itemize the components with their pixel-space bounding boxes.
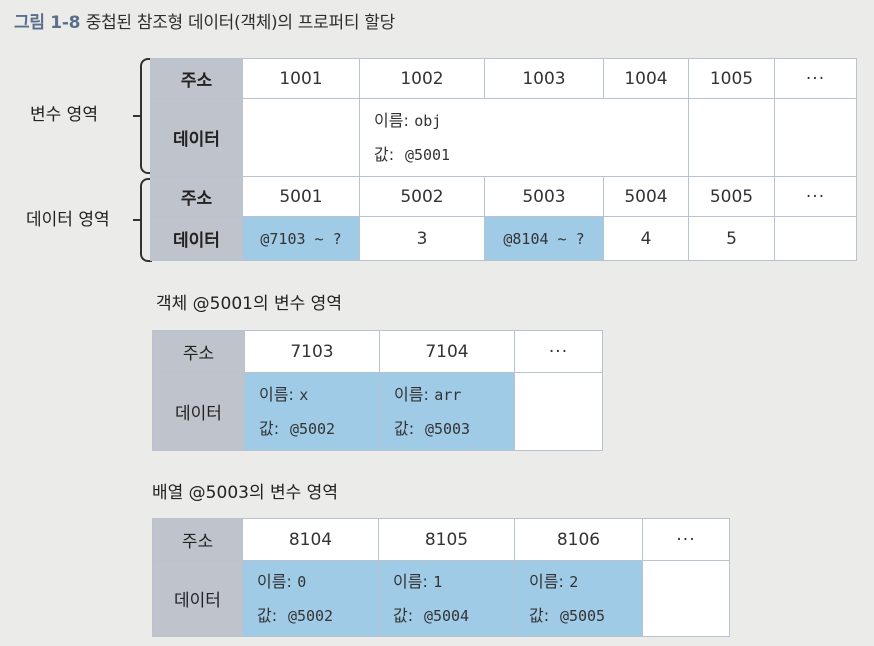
name-key: 이름: <box>259 384 294 404</box>
entry-name: 0 <box>297 572 307 591</box>
value-key: 값: <box>529 605 550 625</box>
entry-value: @5005 <box>559 606 606 625</box>
value-key: 값: <box>394 418 415 438</box>
data-address-ellipsis: ··· <box>774 176 857 217</box>
figure-caption: 그림 1-8 중첩된 참조형 데이터(객체)의 프로퍼티 할당 <box>14 8 395 33</box>
obj-section-title: 객체 @5001의 변수 영역 <box>156 294 342 314</box>
value-key: 값: <box>257 605 278 625</box>
obj-entry-cell: 이름: x 값: @5002 <box>244 372 380 451</box>
data-value-cell: 4 <box>603 216 689 261</box>
arr-entry-cell: 이름: 0 값: @5002 <box>242 560 379 637</box>
obj-data-row: 데이터 이름: x 값: @5002 이름: arr 값: @5003 <box>152 372 603 451</box>
address-header: 주소 <box>152 330 245 373</box>
arr-section-title: 배열 @5003의 변수 영역 <box>152 483 338 503</box>
entry-name: 2 <box>569 572 579 591</box>
arr-entry-cell-empty <box>642 560 730 637</box>
entry-value: @5002 <box>289 419 336 438</box>
entry-value: @5004 <box>423 606 470 625</box>
address-header: 주소 <box>150 176 243 217</box>
data-header: 데이터 <box>152 560 243 637</box>
data-header: 데이터 <box>152 372 245 451</box>
var-address-cell: 1002 <box>359 58 485 99</box>
data-header: 데이터 <box>150 216 243 261</box>
variable-area-bracket <box>133 58 152 174</box>
arr-address-cell: 8104 <box>242 518 379 561</box>
data-address-cell: 5002 <box>359 176 485 217</box>
arr-address-row: 주소 8104 8105 8106 ··· <box>152 518 730 561</box>
var-data-cell-empty <box>242 98 360 177</box>
obj-entry-cell: 이름: arr 값: @5003 <box>379 372 515 451</box>
var-address-cell: 1001 <box>242 58 360 99</box>
var-data-row: 데이터 이름: obj 값: @5001 <box>150 98 857 177</box>
data-address-cell: 5003 <box>484 176 604 217</box>
obj-address-row: 주소 7103 7104 ··· <box>152 330 603 373</box>
value-key: 값: <box>393 605 414 625</box>
top-memory-table: 주소 1001 1002 1003 1004 1005 ··· 데이터 이름: … <box>150 58 857 261</box>
var-name: obj <box>414 111 442 130</box>
data-area-bracket <box>133 178 152 262</box>
obj-address-ellipsis: ··· <box>514 330 603 373</box>
name-key: 이름: <box>529 571 564 591</box>
var-address-row: 주소 1001 1002 1003 1004 1005 ··· <box>150 58 857 99</box>
entry-name: 1 <box>433 572 443 591</box>
var-value: @5001 <box>404 145 451 164</box>
data-address-row: 주소 5001 5002 5003 5004 5005 ··· <box>150 176 857 217</box>
var-address-cell: 1003 <box>484 58 604 99</box>
obj-memory-table: 주소 7103 7104 ··· 데이터 이름: x 값: @5002 이름: … <box>152 330 603 451</box>
arr-entry-cell: 이름: 2 값: @5005 <box>514 560 643 637</box>
address-header: 주소 <box>150 58 243 99</box>
data-area-label: 데이터 영역 <box>26 210 110 230</box>
entry-value: @5002 <box>287 606 334 625</box>
name-key: 이름: <box>257 571 292 591</box>
obj-entry-cell-empty <box>514 372 603 451</box>
variable-area-label: 변수 영역 <box>30 105 98 125</box>
arr-entry-cell: 이름: 1 값: @5004 <box>378 560 515 637</box>
data-value-row: 데이터 @7103 ~ ? 3 @8104 ~ ? 4 5 <box>150 216 857 261</box>
address-header: 주소 <box>152 518 243 561</box>
var-address-cell: 1004 <box>603 58 689 99</box>
data-value-cell-obj-ref: @7103 ~ ? <box>242 216 360 261</box>
var-address-ellipsis: ··· <box>774 58 857 99</box>
data-address-cell: 5001 <box>242 176 360 217</box>
data-value-cell: 3 <box>359 216 485 261</box>
entry-name: x <box>299 385 309 404</box>
arr-address-cell: 8106 <box>514 518 643 561</box>
data-address-cell: 5005 <box>688 176 775 217</box>
var-data-cell-empty <box>688 98 775 177</box>
arr-memory-table: 주소 8104 8105 8106 ··· 데이터 이름: 0 값: @5002… <box>152 518 730 637</box>
data-address-cell: 5004 <box>603 176 689 217</box>
name-key: 이름: <box>394 384 429 404</box>
name-key: 이름: <box>374 110 409 130</box>
value-key: 값: <box>259 418 280 438</box>
data-value-cell: 5 <box>688 216 775 261</box>
arr-data-row: 데이터 이름: 0 값: @5002 이름: 1 값: @5004 이름: 2 … <box>152 560 730 637</box>
arr-address-cell: 8105 <box>378 518 515 561</box>
value-key: 값: <box>374 144 395 164</box>
var-address-cell: 1005 <box>688 58 775 99</box>
var-data-cell-obj: 이름: obj 값: @5001 <box>359 98 689 177</box>
figure-number: 그림 1-8 <box>14 13 81 33</box>
data-value-cell-empty <box>774 216 857 261</box>
figure-title: 중첩된 참조형 데이터(객체)의 프로퍼티 할당 <box>85 13 396 33</box>
arr-address-ellipsis: ··· <box>642 518 730 561</box>
data-header: 데이터 <box>150 98 243 177</box>
obj-address-cell: 7103 <box>244 330 380 373</box>
entry-name: arr <box>434 385 462 404</box>
var-data-cell-empty <box>774 98 857 177</box>
name-key: 이름: <box>393 571 428 591</box>
data-value-cell-arr-ref: @8104 ~ ? <box>484 216 604 261</box>
entry-value: @5003 <box>424 419 471 438</box>
obj-address-cell: 7104 <box>379 330 515 373</box>
